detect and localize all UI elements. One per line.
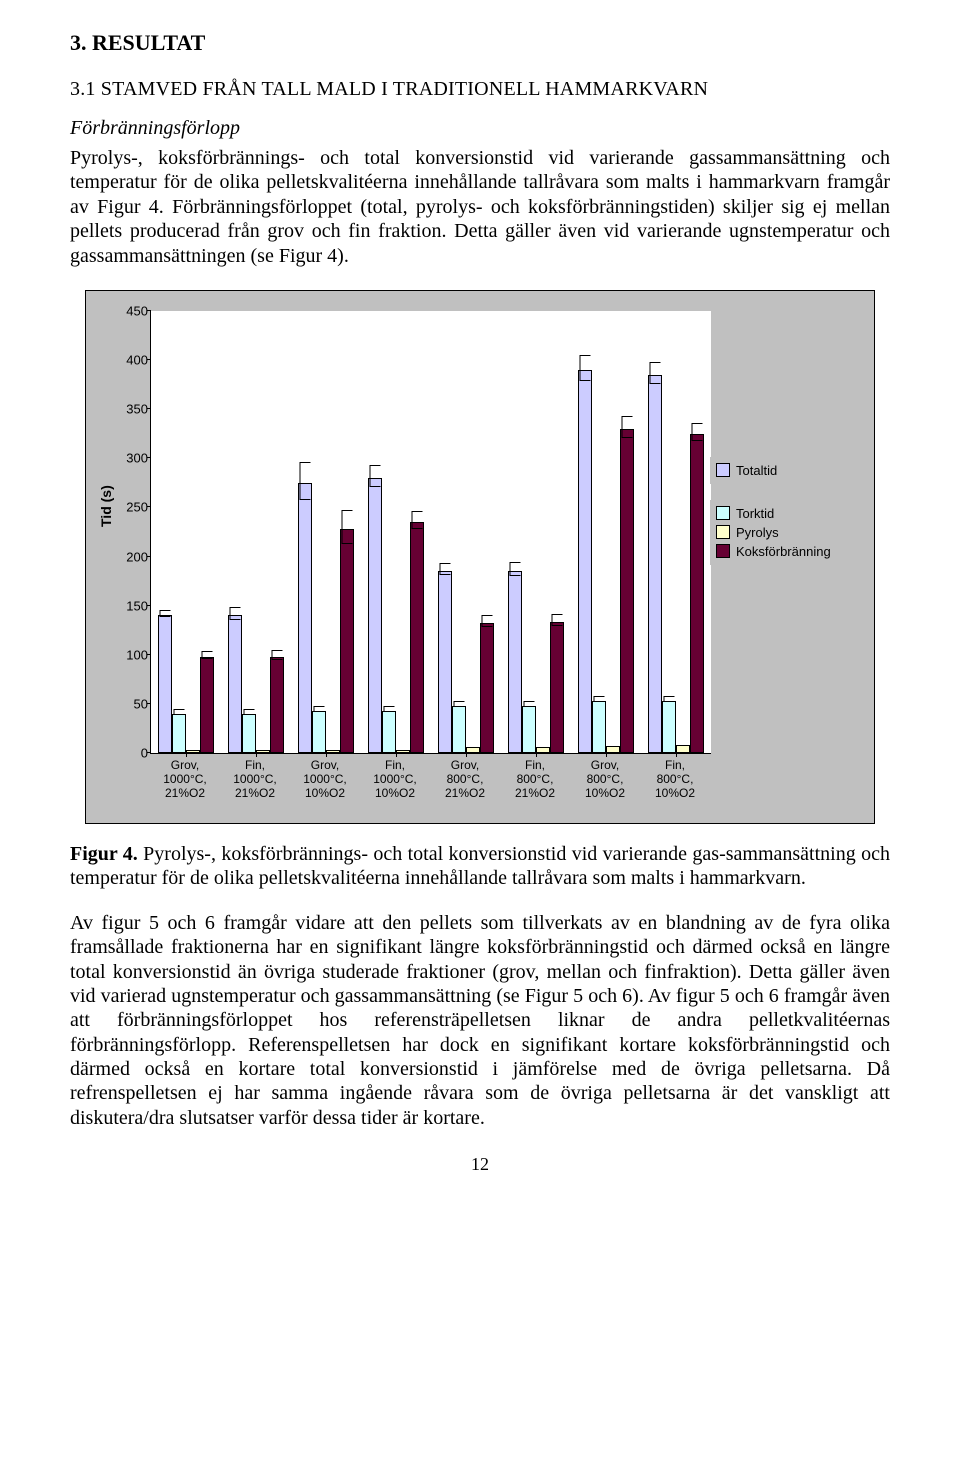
y-tick-label: 100 <box>118 647 148 662</box>
y-axis-label: Tid (s) <box>98 485 114 527</box>
bar-koksforbranning <box>550 622 564 753</box>
subsection-heading: 3.1 STAMVED FRÅN TALL MALD I TRADITIONEL… <box>70 78 890 101</box>
legend-label: Koksförbränning <box>736 544 831 559</box>
chart-canvas: Tid (s) 0 50 100 150 200 250 300 350 400 450 Grov… <box>92 297 868 817</box>
legend-label: Torktid <box>736 506 774 521</box>
x-tick-label: Grov,1000°C,21%O2 <box>150 759 220 811</box>
y-tick-label: 350 <box>118 402 148 417</box>
caption-label: Figur 4. <box>70 843 138 865</box>
y-tick-label: 150 <box>118 598 148 613</box>
y-tick-label: 250 <box>118 500 148 515</box>
legend-item: Pyrolys <box>716 523 854 542</box>
y-tick-label: 300 <box>118 451 148 466</box>
legend-swatch <box>716 506 730 520</box>
bar-torktid <box>312 711 326 753</box>
bar-totaltid <box>578 370 592 753</box>
intro-paragraph: Pyrolys-, koksförbrännings- och total ko… <box>70 146 890 268</box>
bar-koksforbranning <box>690 434 704 753</box>
bar-koksforbranning <box>480 623 494 753</box>
chart-legend: Totaltid Torktid Pyrolys Koksförbränning <box>710 457 860 581</box>
y-axis-ticks: 050100150200250300350400450 <box>118 311 148 753</box>
bar-group <box>431 311 501 753</box>
legend-box-2: Torktid Pyrolys Koksförbränning <box>710 500 860 565</box>
figure-4-caption: Figur 4. Pyrolys-, koksförbrännings- och… <box>70 842 890 891</box>
page-number: 12 <box>70 1154 890 1175</box>
bar-pyrolys <box>536 747 550 753</box>
figure-4-chart: Tid (s) 0 50 100 150 200 250 300 350 400 450 Grov… <box>85 290 875 824</box>
bar-koksforbranning <box>200 657 214 753</box>
legend-swatch <box>716 463 730 477</box>
legend-box-1: Totaltid <box>710 457 860 484</box>
legend-label: Totaltid <box>736 463 777 478</box>
legend-item: Koksförbränning <box>716 542 854 561</box>
bar-group <box>221 311 291 753</box>
bar-pyrolys <box>676 745 690 753</box>
bar-totaltid <box>158 615 172 753</box>
bar-totaltid <box>298 483 312 753</box>
bar-koksforbranning <box>620 429 634 753</box>
bar-pyrolys <box>606 746 620 753</box>
bar-torktid <box>242 714 256 753</box>
page: 3. RESULTAT 3.1 STAMVED FRÅN TALL MALD I… <box>0 0 960 1195</box>
bar-torktid <box>172 714 186 753</box>
legend-item: Totaltid <box>716 461 854 480</box>
bar-torktid <box>522 706 536 753</box>
y-tick-label: 0 <box>118 745 148 760</box>
x-axis-labels: Grov,1000°C,21%O2Fin,1000°C,21%O2Grov,10… <box>150 759 710 811</box>
bar-groups <box>151 311 711 753</box>
plot-area <box>150 311 711 754</box>
bar-group <box>641 311 711 753</box>
bar-koksforbranning <box>340 529 354 753</box>
bar-group <box>151 311 221 753</box>
x-tick-label: Fin,800°C,10%O2 <box>640 759 710 811</box>
legend-item: Torktid <box>716 504 854 523</box>
bar-totaltid <box>648 375 662 753</box>
caption-text: Pyrolys-, koksförbrännings- och total ko… <box>70 843 890 889</box>
legend-label: Pyrolys <box>736 525 779 540</box>
bar-pyrolys <box>256 750 270 753</box>
bar-totaltid <box>438 571 452 753</box>
bar-pyrolys <box>396 750 410 753</box>
bar-totaltid <box>508 571 522 753</box>
bar-pyrolys <box>326 750 340 753</box>
bar-torktid <box>662 701 676 753</box>
section-title: 3. RESULTAT <box>70 30 890 56</box>
bar-totaltid <box>368 478 382 753</box>
closing-paragraph: Av figur 5 och 6 framgår vidare att den … <box>70 911 890 1131</box>
bar-pyrolys <box>466 747 480 753</box>
bar-totaltid <box>228 615 242 753</box>
y-tick-label: 50 <box>118 696 148 711</box>
x-tick-label: Grov,800°C,10%O2 <box>570 759 640 811</box>
y-tick-label: 200 <box>118 549 148 564</box>
x-tick-label: Fin,1000°C,21%O2 <box>220 759 290 811</box>
bar-group <box>291 311 361 753</box>
bar-group <box>361 311 431 753</box>
y-tick-label: 450 <box>118 303 148 318</box>
x-tick-label: Grov,800°C,21%O2 <box>430 759 500 811</box>
x-tick-label: Fin,1000°C,10%O2 <box>360 759 430 811</box>
x-tick-label: Fin,800°C,21%O2 <box>500 759 570 811</box>
y-tick-label: 400 <box>118 353 148 368</box>
bar-group <box>571 311 641 753</box>
bar-torktid <box>452 706 466 753</box>
bar-koksforbranning <box>410 522 424 753</box>
bar-group <box>501 311 571 753</box>
bar-torktid <box>382 711 396 753</box>
run-heading: Förbränningsförlopp <box>70 117 890 140</box>
legend-swatch <box>716 525 730 539</box>
x-tick-label: Grov,1000°C,10%O2 <box>290 759 360 811</box>
legend-swatch <box>716 544 730 558</box>
bar-pyrolys <box>186 750 200 753</box>
bar-koksforbranning <box>270 657 284 753</box>
bar-torktid <box>592 701 606 753</box>
